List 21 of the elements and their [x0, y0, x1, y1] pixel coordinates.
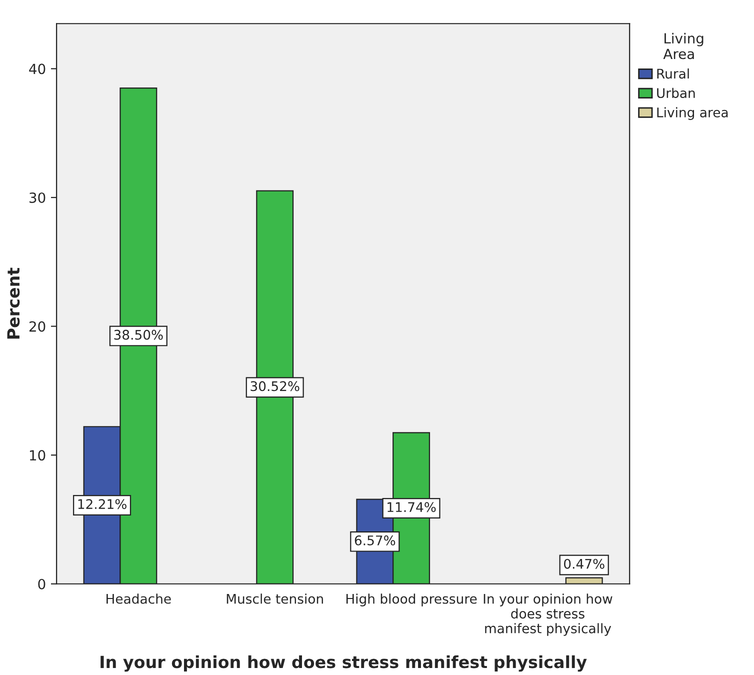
x-tick-label: High blood pressure: [346, 594, 477, 606]
legend-title: Living Area: [663, 32, 704, 60]
legend-label: Rural: [657, 68, 689, 79]
y-tick-label: 40: [29, 64, 46, 74]
data-label: 12.21%: [78, 499, 126, 510]
x-tick-label: Muscle tension: [226, 594, 323, 604]
data-label: 38.50%: [114, 330, 163, 340]
x-tick-label: In your opinion how does stress manifest physically: [484, 594, 612, 636]
y-tick-label: 10: [30, 450, 46, 461]
x-axis-title: In your opinion how does stress manifest physically: [100, 655, 587, 672]
legend-label: Urban: [657, 88, 695, 98]
x-tick-label: Headache: [106, 594, 171, 604]
y-tick-label: 20: [29, 321, 46, 332]
y-axis-title: Percent: [7, 268, 20, 339]
y-tick-label: 0: [38, 578, 46, 590]
data-label: 6.57%: [354, 535, 396, 546]
legend-label: Living area: [657, 107, 728, 120]
y-tick-label: 30: [30, 192, 46, 203]
data-label: 0.47%: [564, 558, 604, 569]
data-label: 30.52%: [250, 381, 300, 392]
data-label: 11.74%: [388, 502, 436, 512]
